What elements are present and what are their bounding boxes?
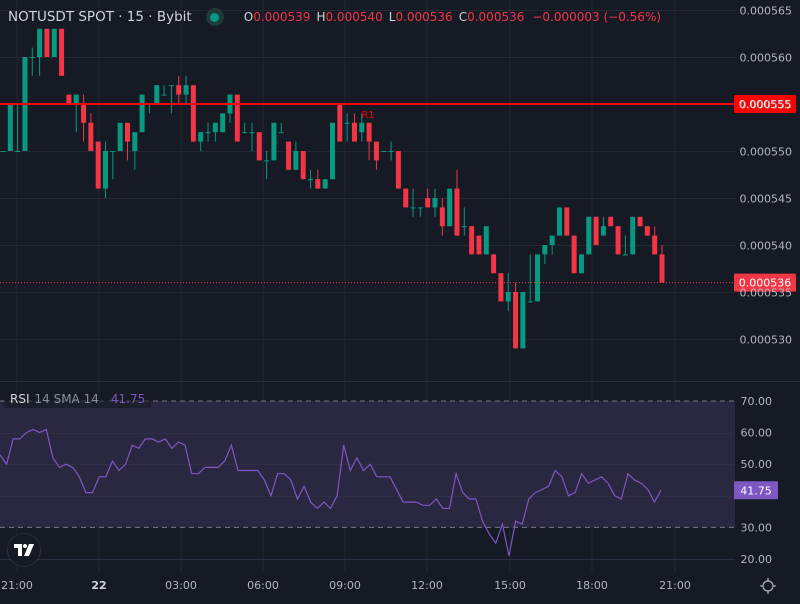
price-change: −0.000003 (−0.56%)	[532, 10, 662, 24]
close-label: C	[458, 10, 468, 24]
svg-text:0.000560: 0.000560	[740, 52, 793, 65]
axes: 0.000565 0.000560 0.000555 0.000550 0.000545…	[1, 5, 792, 593]
svg-text:60.00: 60.00	[741, 427, 773, 440]
svg-text:0.000530: 0.000530	[740, 334, 793, 347]
gear-icon[interactable]	[759, 577, 777, 595]
tradingview-logo-icon[interactable]	[7, 533, 41, 567]
rsi-line: 41.75	[0, 428, 778, 556]
svg-text:0.000550: 0.000550	[740, 146, 793, 159]
svg-text:R1: R1	[361, 110, 374, 121]
svg-text:0.000540: 0.000540	[740, 240, 793, 253]
svg-text:0.000555: 0.000555	[740, 99, 793, 112]
symbol-title[interactable]: NOTUSDT SPOT · 15 · Bybit	[8, 9, 192, 25]
low-label: L	[388, 10, 396, 24]
high-value: 0.000540	[325, 10, 383, 24]
svg-text:70.00: 70.00	[741, 395, 773, 408]
rsi-params: 14 SMA 14	[34, 392, 99, 406]
rsi-value: 41.75	[110, 392, 146, 406]
svg-text:20.00: 20.00	[741, 553, 773, 566]
svg-text:18:00: 18:00	[576, 579, 608, 592]
svg-text:09:00: 09:00	[329, 579, 361, 592]
market-status-icon[interactable]	[205, 8, 224, 26]
symbol-legend: NOTUSDT SPOT · 15 · Bybit O 0.000539 H 0.0…	[8, 8, 661, 26]
candlesticks	[0, 28, 665, 349]
svg-text:06:00: 06:00	[247, 579, 279, 592]
svg-text:0.000565: 0.000565	[740, 5, 793, 18]
svg-text:15:00: 15:00	[494, 579, 526, 592]
rsi-band	[0, 400, 735, 560]
low-value: 0.000536	[395, 10, 453, 24]
rsi-legend[interactable]: RSI 14 SMA 14 41.75	[4, 390, 152, 408]
open-value: 0.000539	[253, 10, 311, 24]
svg-text:0.000536: 0.000536	[739, 277, 792, 290]
rsi-name: RSI	[10, 392, 30, 406]
ohlc-values: O 0.000539 H 0.000540 L 0.000536 C 0.000536 …	[238, 10, 661, 24]
svg-text:22: 22	[91, 579, 106, 592]
price-lines: 0.000555 R1 0.000536	[0, 95, 796, 292]
close-value: 0.000536	[467, 10, 525, 24]
svg-text:41.75: 41.75	[740, 484, 772, 497]
svg-text:0.000555: 0.000555	[739, 98, 792, 111]
svg-text:03:00: 03:00	[165, 579, 197, 592]
open-label: O	[243, 10, 254, 24]
svg-text:0.000545: 0.000545	[740, 193, 793, 206]
svg-text:21:00: 21:00	[1, 579, 33, 592]
high-label: H	[316, 10, 326, 24]
svg-text:30.00: 30.00	[741, 521, 773, 534]
svg-text:0.000535: 0.000535	[740, 287, 793, 300]
svg-text:50.00: 50.00	[741, 458, 773, 471]
svg-text:12:00: 12:00	[411, 579, 443, 592]
svg-text:21:00: 21:00	[659, 579, 691, 592]
